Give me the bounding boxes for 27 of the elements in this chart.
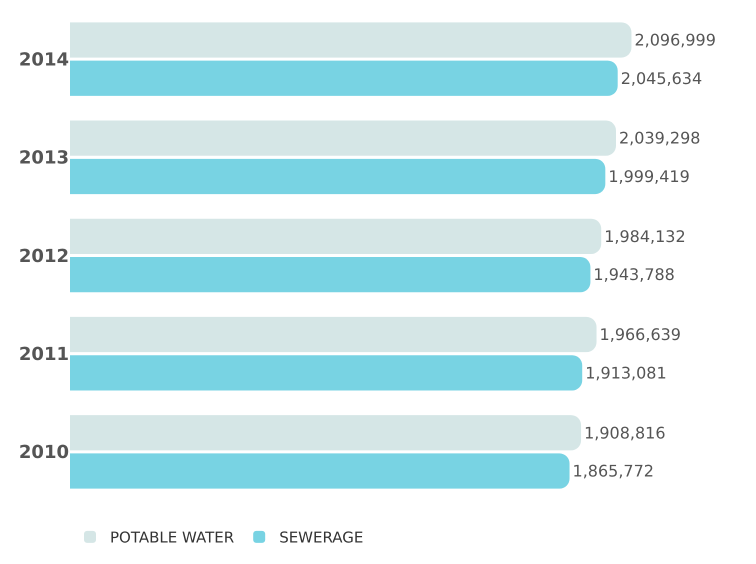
bar (70, 316, 597, 352)
data-label: 1,913,081 (585, 363, 667, 382)
data-label: 2,039,298 (619, 128, 700, 148)
data-label: 1,908,816 (584, 423, 666, 442)
legend-label: POTABLE WATER (110, 528, 234, 547)
legend-label: SEWERAGE (279, 528, 364, 547)
data-label: 1,943,788 (593, 265, 675, 284)
data-label: 1,999,419 (608, 166, 690, 186)
data-label: 2,045,634 (620, 68, 702, 88)
y-tick-label: 2010 (18, 442, 69, 464)
bar (70, 60, 618, 96)
bar (70, 453, 570, 489)
bar (70, 22, 632, 58)
data-label: 1,966,639 (600, 325, 681, 344)
bar (70, 158, 606, 194)
y-tick-label: 2014 (18, 49, 69, 70)
y-tick-label: 2013 (18, 148, 69, 169)
data-label: 1,984,132 (604, 226, 686, 246)
data-label: 2,096,999 (634, 30, 716, 50)
bar (70, 120, 616, 156)
y-tick-label: 2012 (18, 246, 69, 267)
data-label: 1,865,772 (572, 462, 654, 481)
bar (70, 355, 582, 390)
bar (70, 218, 602, 254)
bar (70, 257, 590, 292)
y-tick-label: 2011 (18, 344, 69, 365)
bar (70, 415, 582, 450)
